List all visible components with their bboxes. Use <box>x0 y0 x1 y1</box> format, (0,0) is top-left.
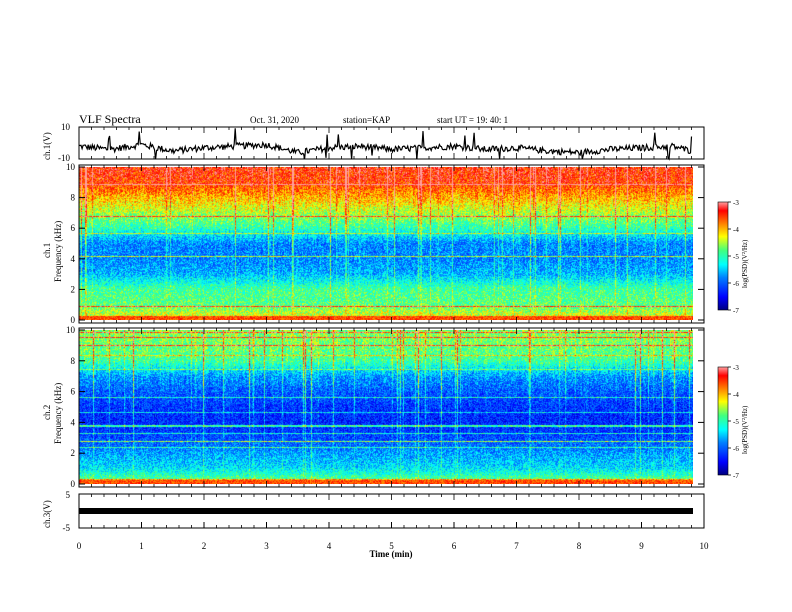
time-tick-label: 10 <box>700 541 710 551</box>
ch1-spec-ytick-label: 0 <box>71 315 76 325</box>
time-axis-label: Time (min) <box>369 549 412 559</box>
time-tick-label: 2 <box>202 541 207 551</box>
ch1-trace <box>78 128 693 161</box>
ch1-spectrogram-panel: 0 2 4 6 8 10 ch.1 Frequency (kHz) <box>42 162 705 325</box>
ch1-spec-ytick-label: 8 <box>71 193 76 203</box>
ch1-spec-ytick-label: 10 <box>66 162 76 172</box>
date-label: Oct. 31, 2020 <box>250 115 299 125</box>
time-tick-label: 9 <box>639 541 644 551</box>
ch3-ytick-bottom: -5 <box>63 523 71 533</box>
ch2-colorbar-label: log(PSD)(V²/Hz) <box>741 405 749 454</box>
ch3-ylabel: ch.3(V) <box>42 500 52 528</box>
station-label: station=KAP <box>343 115 390 125</box>
ch1-spec-ytick-label: 4 <box>71 254 76 264</box>
ch2-spec-ytick-label: 8 <box>71 356 76 366</box>
ch2-spec-ytick-label: 4 <box>71 417 76 427</box>
ch1-colorbar-tick-label: -4 <box>733 226 739 234</box>
ch2-spec-ytick-label: 10 <box>66 325 76 335</box>
ch2-colorbar-tick-label: -7 <box>733 472 739 480</box>
ch1-colorbar-tick-label: -6 <box>733 280 739 288</box>
time-tick-label: 3 <box>264 541 269 551</box>
ch1-spec-ylabel-frequency: Frequency (kHz) <box>53 221 63 282</box>
time-tick-label: 8 <box>577 541 582 551</box>
ch3-ytick-top: 5 <box>66 490 71 500</box>
ch2-colorbar-scale <box>717 366 729 476</box>
time-axis: 0 1 2 3 4 5 6 7 8 9 10 <box>77 127 709 551</box>
start-time-label: start UT = 19: 40: 1 <box>437 115 508 125</box>
ch2-spectrogram-panel: 0 2 4 6 8 10 ch.2 Frequency (kHz) <box>42 325 705 489</box>
ch1-colorbar-label: log(PSD)(V²/Hz) <box>741 239 749 288</box>
ch1-spectrogram-image <box>79 167 693 320</box>
ch1-colorbar-tick-label: -3 <box>733 199 739 207</box>
ch2-spec-ytick-label: 6 <box>71 387 76 397</box>
time-tick-label: 1 <box>139 541 144 551</box>
ch2-spec-ylabel-frequency: Frequency (kHz) <box>53 383 63 444</box>
ch2-colorbar-tick-label: -3 <box>733 364 739 372</box>
ch1-colorbar-scale <box>717 201 729 311</box>
figure-title: VLF Spectra <box>79 112 141 126</box>
ch1-colorbar-tick-label: -5 <box>733 253 739 261</box>
ch2-spec-ylabel-channel: ch.2 <box>42 405 52 420</box>
ch2-colorbar-tick-label: -4 <box>733 391 739 399</box>
time-tick-label: 7 <box>514 541 519 551</box>
ch3-trace <box>79 508 693 514</box>
ch1-colorbar-tick-label: -7 <box>733 307 739 315</box>
time-tick-label: 4 <box>327 541 332 551</box>
ch1-spec-ytick-label: 6 <box>71 223 76 233</box>
ch2-colorbar-tick-label: -6 <box>733 445 739 453</box>
ch2-spec-ytick-label: 0 <box>71 479 76 489</box>
time-tick-label: 0 <box>77 541 82 551</box>
ch2-spectrogram-image <box>79 330 693 484</box>
ch1-ytick-bottom: -10 <box>58 153 70 163</box>
ch1-ytick-top: 10 <box>61 122 71 132</box>
ch1-spec-ytick-label: 2 <box>71 284 76 294</box>
ch2-colorbar-tick-label: -5 <box>733 418 739 426</box>
time-tick-label: 6 <box>452 541 457 551</box>
ch2-spec-ytick-label: 2 <box>71 448 76 458</box>
ch2-colorbar: -3 -4 -5 -6 -7 log(PSD)(V²/Hz) <box>717 364 749 480</box>
ch1-spec-ylabel-channel: ch.1 <box>42 243 52 258</box>
ch1-colorbar: -3 -4 -5 -6 -7 log(PSD)(V²/Hz) <box>717 199 749 315</box>
time-tick-label: 5 <box>389 541 394 551</box>
ch1-ylabel: ch.1(V) <box>42 132 52 160</box>
